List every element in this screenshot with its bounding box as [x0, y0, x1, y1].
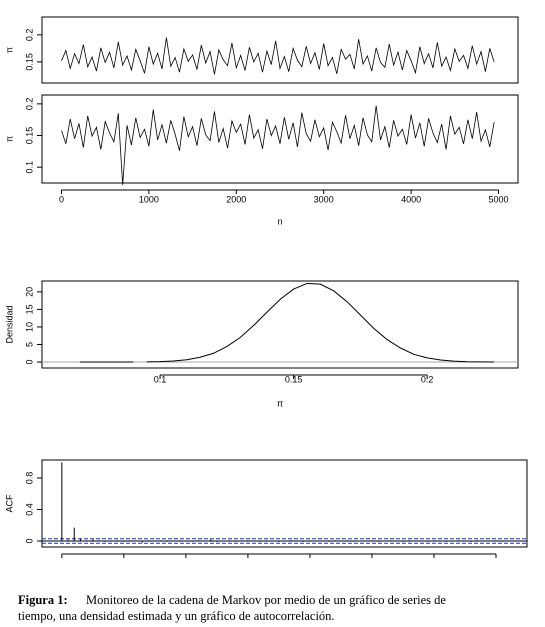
- y-tick-label: 20: [24, 287, 34, 297]
- x-tick-label: 2000: [226, 194, 246, 204]
- series-line: [79, 282, 494, 363]
- x-tick-label: 3000: [314, 194, 334, 204]
- y-tick-label: 0.8: [24, 472, 34, 485]
- y-tick-label: 0.2: [24, 98, 34, 111]
- plot-frame: [41, 280, 519, 369]
- y-tick-label: 0: [24, 360, 34, 365]
- y-tick-label: 0.15: [24, 53, 34, 71]
- y-tick-label: 10: [24, 322, 34, 332]
- plot-frame: [41, 94, 519, 184]
- y-axis-label: ACF: [4, 494, 14, 513]
- x-axis-label: n: [277, 216, 282, 226]
- x-tick-label: 1000: [139, 194, 159, 204]
- series-line: [61, 37, 495, 75]
- y-axis-label: π: [4, 136, 14, 142]
- plot-frame: [41, 459, 528, 548]
- caption-label: Figura 1:: [18, 593, 68, 607]
- y-tick-label: 0.15: [24, 127, 34, 145]
- y-tick-label: 0.4: [24, 503, 34, 516]
- x-tick-label: 0.2: [421, 374, 434, 384]
- series-line: [61, 105, 495, 185]
- x-tick-label: 0.1: [154, 374, 167, 384]
- y-axis-label: Densidad: [4, 305, 14, 343]
- plot-frame: [41, 16, 519, 84]
- y-tick-label: 0.2: [24, 29, 34, 42]
- y-tick-label: 5: [24, 342, 34, 347]
- y-tick-label: 15: [24, 304, 34, 314]
- x-tick-label: 4000: [401, 194, 421, 204]
- y-tick-label: 0.1: [24, 161, 34, 174]
- y-tick-label: 0: [24, 539, 34, 544]
- x-axis-label: π: [277, 398, 283, 408]
- caption-line: Monitoreo de la cadena de Markov por med…: [86, 593, 446, 607]
- caption-line: tiempo, una densidad estimada y un gráfi…: [18, 609, 335, 623]
- x-tick-label: 0.15: [285, 374, 303, 384]
- y-axis-label: π: [4, 47, 14, 53]
- x-tick-label: 0: [59, 194, 64, 204]
- x-tick-label: 5000: [488, 194, 508, 204]
